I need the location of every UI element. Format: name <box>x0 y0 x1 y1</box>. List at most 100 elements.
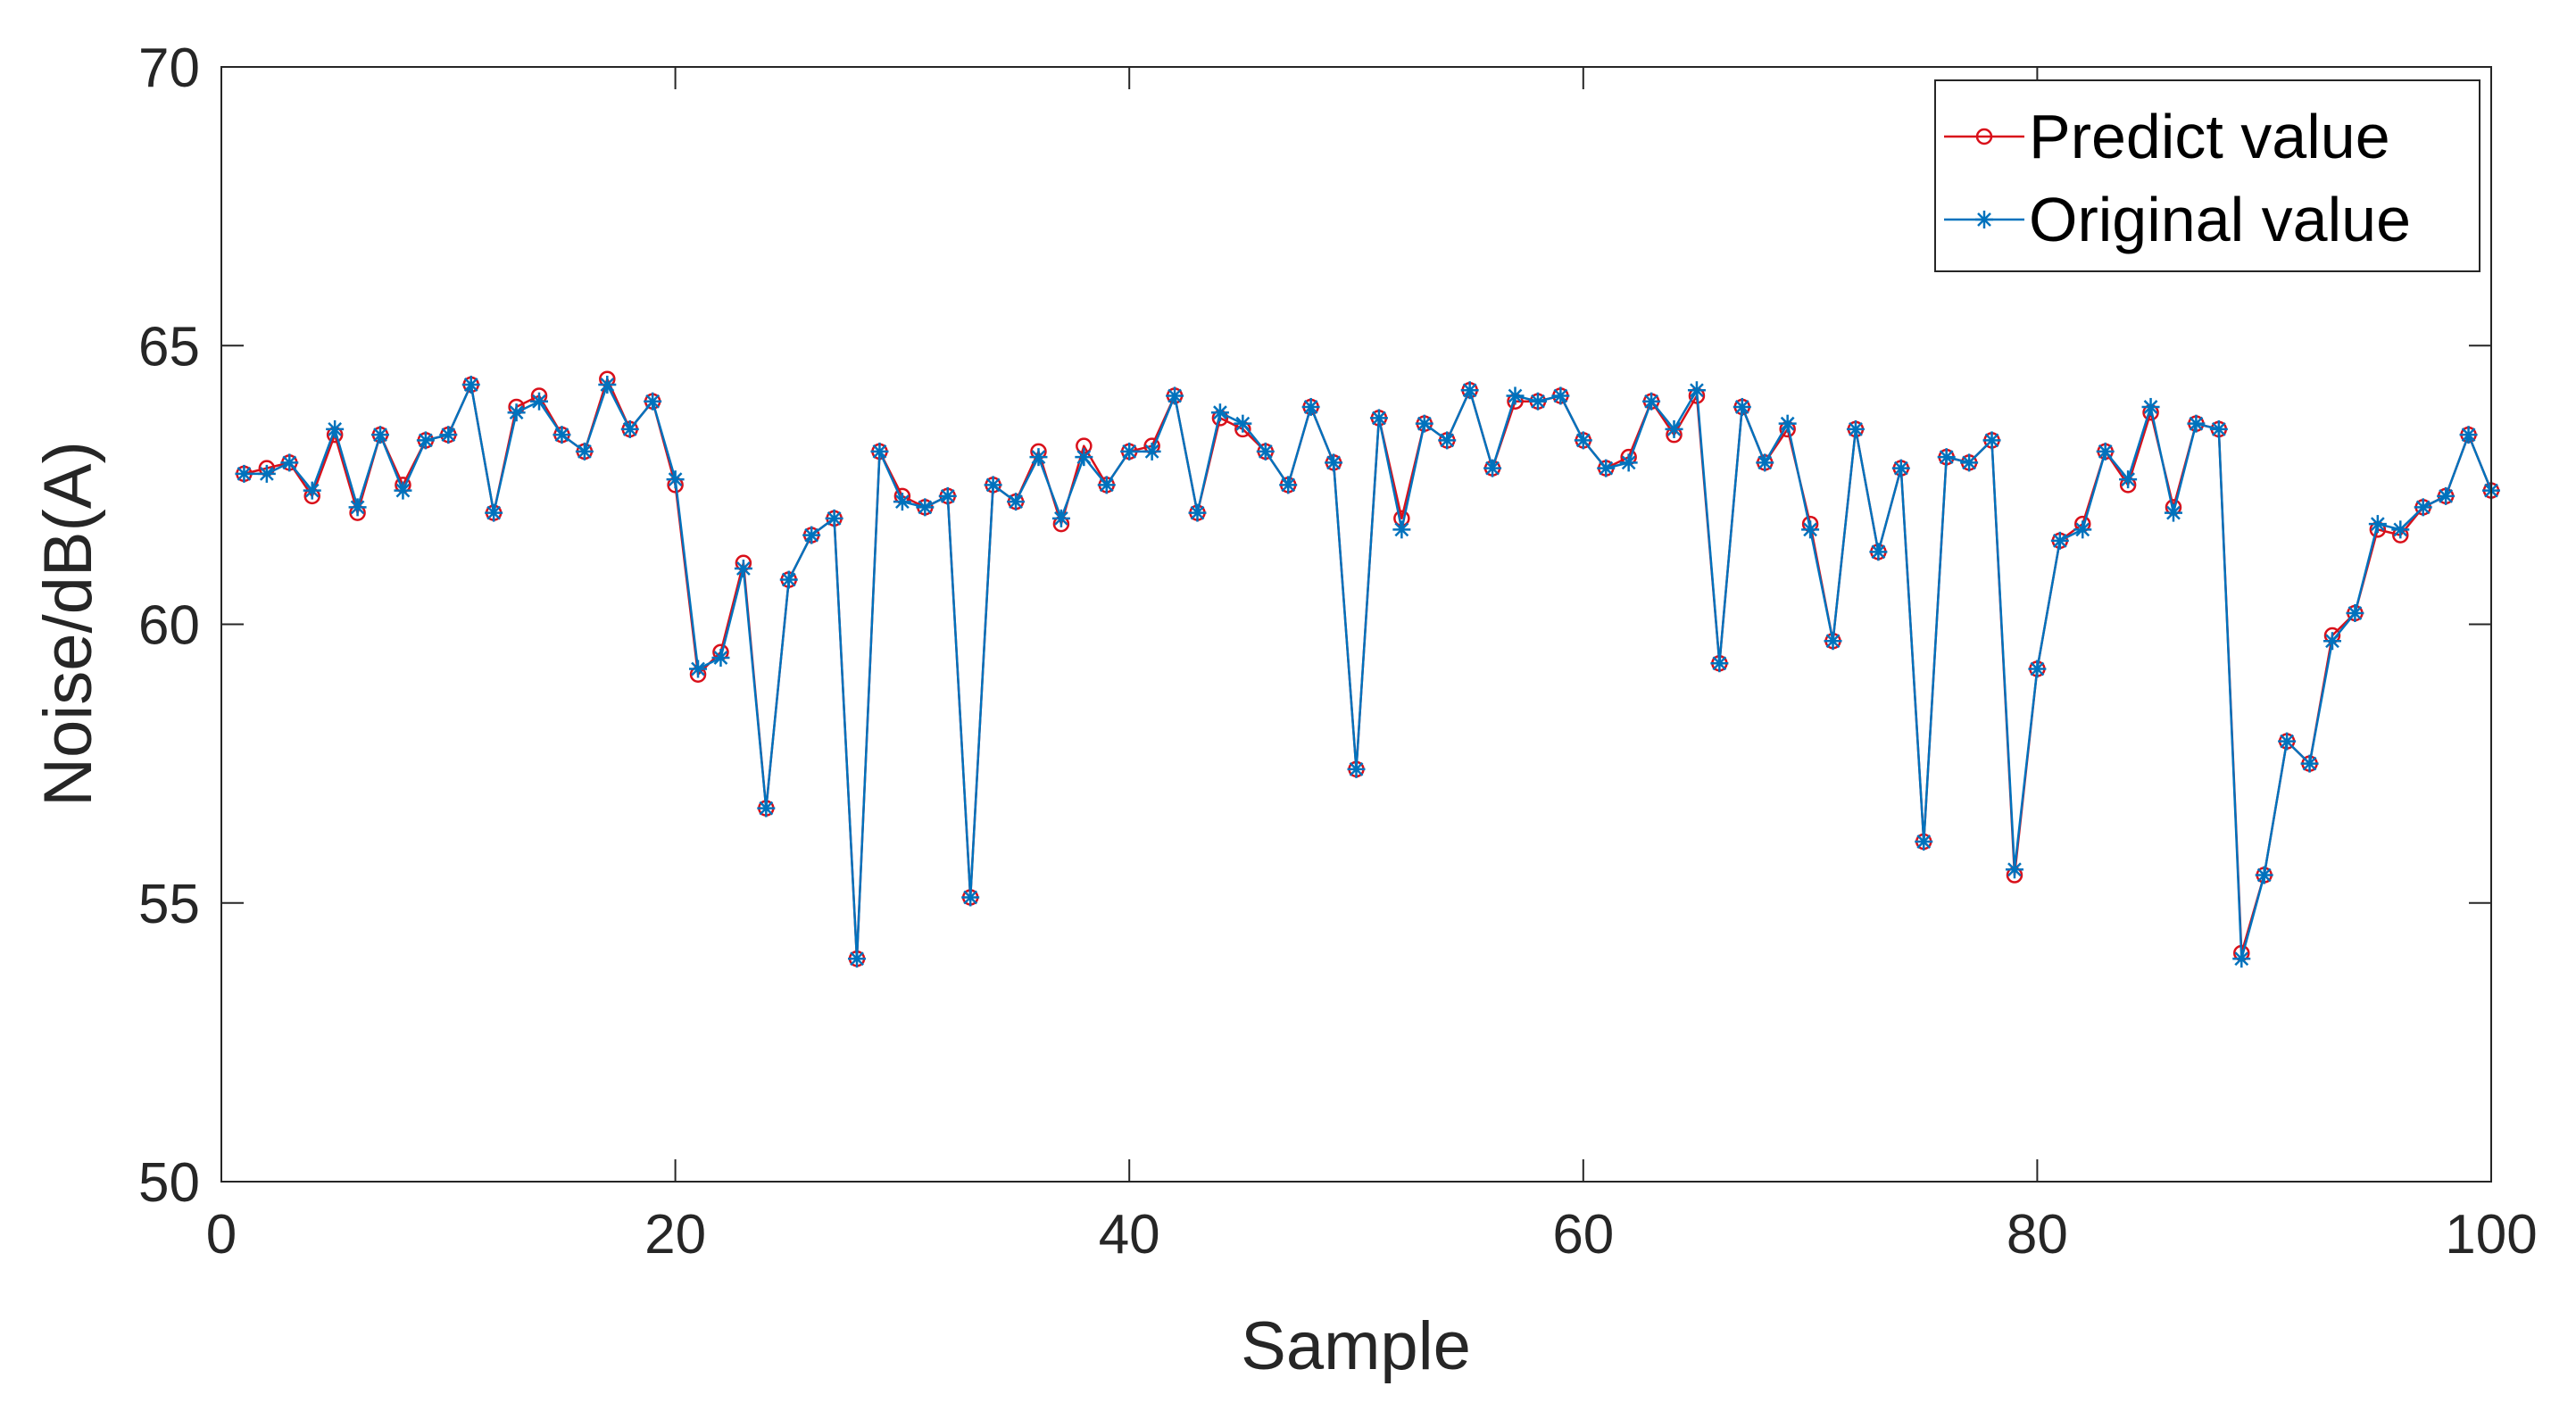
data-point <box>825 509 843 527</box>
data-point <box>1937 448 1956 467</box>
data-point <box>757 799 776 818</box>
data-point <box>1120 442 1139 461</box>
data-point <box>507 403 526 422</box>
data-point <box>2368 515 2387 534</box>
data-point <box>1687 381 1706 400</box>
data-point <box>1143 442 1161 461</box>
data-point <box>2028 660 2047 678</box>
data-point <box>235 464 253 483</box>
data-point <box>644 392 662 411</box>
data-point <box>1301 397 1320 416</box>
data-point <box>2096 442 2115 461</box>
data-point <box>280 453 299 472</box>
data-point <box>2414 498 2432 517</box>
data-point <box>1007 493 1026 511</box>
data-point <box>779 570 798 589</box>
data-point <box>1325 453 1343 472</box>
data-point <box>2050 531 2069 550</box>
data-point <box>1846 419 1865 438</box>
data-point <box>1029 448 1048 467</box>
data-point <box>1778 414 1797 433</box>
data-point <box>1188 503 1207 522</box>
data-point <box>1075 448 1093 467</box>
series-layer <box>235 370 2500 968</box>
y-tick-label: 60 <box>138 595 200 657</box>
data-point <box>961 888 980 907</box>
data-point <box>1597 459 1616 477</box>
data-point <box>2209 419 2228 438</box>
data-point <box>1982 431 2001 450</box>
data-point <box>394 481 412 500</box>
data-point <box>575 442 594 461</box>
data-point <box>461 375 480 394</box>
y-tick-label: 55 <box>138 874 200 935</box>
data-point <box>439 426 458 444</box>
legend-label: Original value <box>2029 185 2411 254</box>
data-point <box>2459 426 2478 444</box>
x-tick-label: 0 <box>206 1204 237 1266</box>
data-point <box>1869 543 1888 561</box>
data-point <box>416 431 435 450</box>
data-point <box>870 442 889 461</box>
data-point <box>1279 476 1298 494</box>
data-point <box>2141 397 2160 416</box>
data-point <box>1506 386 1525 405</box>
data-point <box>485 503 503 522</box>
x-tick-label: 40 <box>1099 1204 1160 1266</box>
data-point <box>620 419 639 438</box>
data-point <box>734 560 752 578</box>
data-point <box>2300 754 2319 773</box>
data-point <box>1438 431 1457 450</box>
data-point <box>938 486 957 505</box>
data-point <box>1234 414 1252 433</box>
data-point <box>1347 759 1366 778</box>
data-point <box>848 950 867 968</box>
data-point <box>1551 386 1570 405</box>
data-point <box>1710 654 1729 673</box>
data-point <box>553 426 571 444</box>
data-point <box>1642 392 1661 411</box>
data-point <box>1574 431 1592 450</box>
axes: 0 20 40 60 80 100 50 55 60 65 70 <box>138 37 2538 1266</box>
data-point <box>2164 503 2182 522</box>
data-point <box>303 481 321 500</box>
data-point <box>348 498 367 517</box>
data-point <box>2278 732 2297 751</box>
data-point <box>1166 386 1184 405</box>
data-point <box>1460 381 1479 400</box>
data-point <box>530 392 549 411</box>
data-point <box>916 498 935 517</box>
data-point <box>2391 520 2410 539</box>
data-point <box>1528 392 1547 411</box>
data-point <box>326 419 345 438</box>
data-point <box>1733 397 1751 416</box>
data-point <box>1415 414 1433 433</box>
data-point <box>2073 520 2092 539</box>
y-axis-label: Noise/dB(A) <box>30 441 106 807</box>
data-point <box>893 493 911 511</box>
data-point <box>1824 632 1842 651</box>
x-axis-label: Sample <box>1241 1308 1471 1384</box>
legend-marker <box>1975 128 1993 145</box>
data-point <box>2187 414 2206 433</box>
series-original-value <box>235 375 2500 968</box>
data-point <box>802 526 821 544</box>
series-line <box>244 383 2493 960</box>
y-tick-label: 65 <box>138 316 200 378</box>
data-point <box>666 470 685 489</box>
data-point <box>598 375 617 394</box>
data-point <box>1392 520 1411 539</box>
data-point <box>2437 486 2456 505</box>
data-point <box>1756 453 1774 472</box>
data-point <box>2346 604 2364 623</box>
data-point <box>257 464 276 483</box>
x-tick-label: 60 <box>1552 1204 1614 1266</box>
data-point <box>2323 632 2341 651</box>
data-point <box>1801 520 1820 539</box>
data-point <box>1210 403 1229 422</box>
legend-entry: Original value <box>1944 185 2411 254</box>
data-point <box>1051 509 1070 527</box>
plot-frame <box>220 66 2492 1183</box>
legend-entry: Predict value <box>1944 102 2390 171</box>
